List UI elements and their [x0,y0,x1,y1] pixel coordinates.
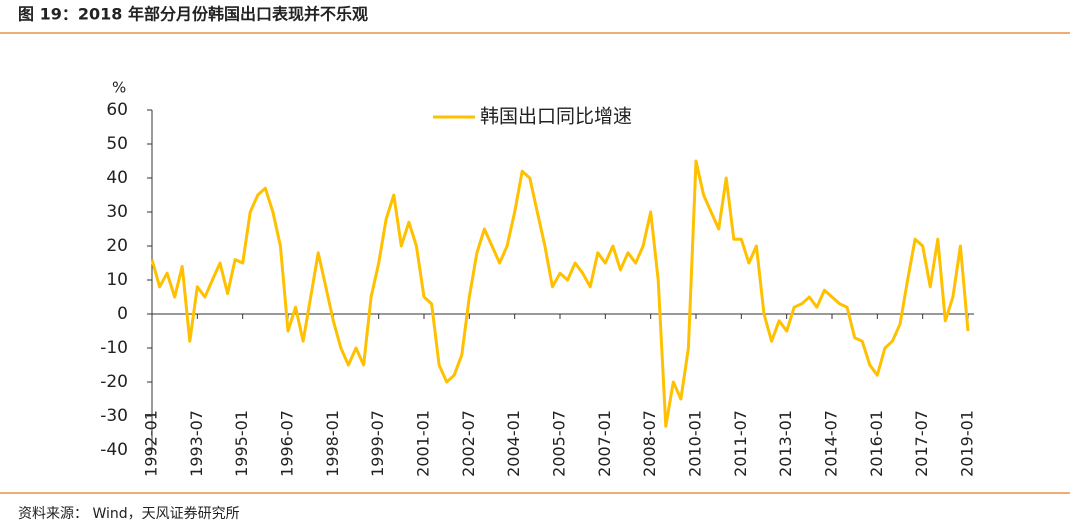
y-tick-label: -30 [100,406,128,426]
x-tick-label: 2017-07 [912,410,931,477]
x-tick-label: 2008-07 [640,410,659,477]
x-tick-label: 1999-07 [368,410,387,477]
x-tick-label: 1992-01 [142,410,161,477]
y-tick-label: 50 [106,134,128,154]
x-tick-label: 2007-01 [595,410,614,477]
y-unit: % [112,79,126,97]
x-tick-label: 1998-01 [323,410,342,477]
x-tick-label: 2010-01 [686,410,705,477]
y-tick-label: -20 [100,372,128,392]
x-tick-label: 2005-07 [550,410,569,477]
x-tick-label: 1995-01 [232,410,251,477]
source: 资料来源： Wind，天风证券研究所 [18,506,240,522]
y-tick-label: 20 [106,236,128,256]
x-tick-label: 2019-01 [958,410,977,477]
y-tick-label: 40 [106,168,128,188]
y-tick-label: 60 [106,100,128,120]
y-tick-label: 0 [117,304,128,324]
x-tick-label: 2014-07 [822,410,841,477]
y-tick-label: -40 [100,440,128,460]
x-tick-label: 2001-01 [414,410,433,477]
title: 图 19：2018 年部分月份韩国出口表现并不乐观 [18,5,368,24]
x-tick-label: 2002-07 [459,410,478,477]
y-tick-label: -10 [100,338,128,358]
legend-label: 韩国出口同比增速 [480,106,632,128]
x-tick-label: 2013-01 [776,410,795,477]
x-tick-label: 2004-01 [504,410,523,477]
y-tick-label: 30 [106,202,128,222]
x-tick-label: 2016-01 [867,410,886,477]
x-tick-label: 2011-07 [731,410,750,477]
x-tick-label: 1996-07 [278,410,297,477]
y-tick-label: 10 [106,270,128,290]
x-tick-label: 1993-07 [187,410,206,477]
data-line [150,159,970,428]
